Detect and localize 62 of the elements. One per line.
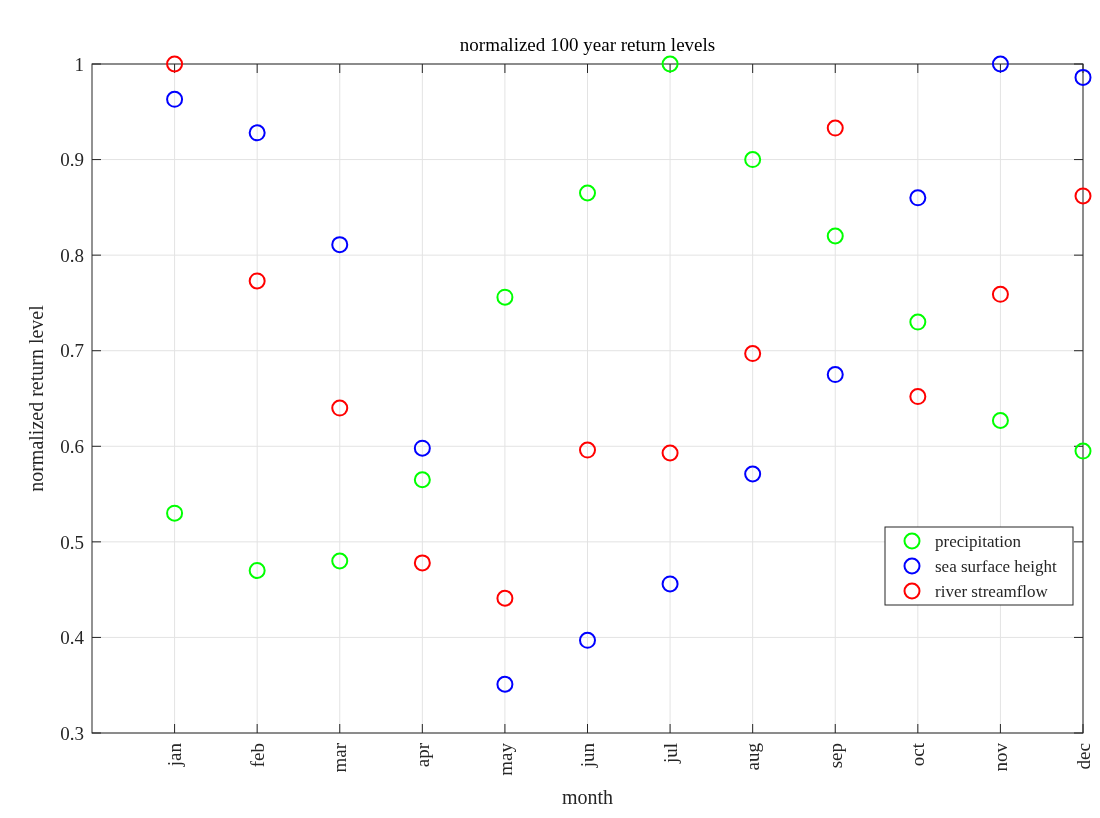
point bbox=[579, 631, 596, 649]
x-tick-label: apr bbox=[411, 742, 433, 768]
y-tick-label: 0.9 bbox=[60, 149, 84, 171]
point bbox=[909, 388, 927, 406]
point bbox=[496, 589, 514, 607]
x-tick-label: nov bbox=[990, 742, 1012, 772]
point bbox=[1074, 68, 1092, 86]
y-axis-title: normalized return level bbox=[25, 304, 47, 492]
x-tick-label: feb bbox=[246, 743, 268, 768]
point bbox=[826, 227, 844, 245]
x-tick-label: mar bbox=[329, 742, 351, 773]
legend-label: precipitation bbox=[935, 531, 1022, 551]
point bbox=[661, 575, 679, 593]
point bbox=[166, 55, 184, 73]
point bbox=[1074, 442, 1092, 460]
x-tick-label: jan bbox=[164, 742, 186, 768]
point bbox=[909, 313, 927, 331]
point bbox=[248, 272, 266, 290]
x-tick-label: sep bbox=[824, 743, 846, 769]
chart-title: normalized 100 year return levels bbox=[459, 34, 716, 55]
point bbox=[991, 412, 1009, 429]
y-tick-label: 0.3 bbox=[60, 722, 84, 744]
y-tick-label: 0.4 bbox=[60, 627, 85, 649]
point bbox=[744, 151, 762, 169]
point bbox=[413, 471, 431, 489]
point bbox=[661, 444, 679, 462]
point bbox=[413, 554, 431, 572]
y-tick-label: 0.8 bbox=[60, 244, 84, 266]
point bbox=[826, 366, 844, 384]
point bbox=[991, 55, 1009, 73]
point bbox=[826, 119, 844, 137]
x-tick-label: jun bbox=[577, 742, 599, 769]
point bbox=[744, 465, 762, 483]
point bbox=[909, 189, 927, 207]
point bbox=[496, 288, 514, 306]
x-tick-label: aug bbox=[742, 742, 764, 771]
point bbox=[496, 675, 514, 693]
legend-label: sea surface height bbox=[935, 556, 1058, 576]
x-axis-title: month bbox=[561, 786, 614, 808]
x-tick-label: may bbox=[494, 742, 516, 776]
point bbox=[166, 504, 184, 522]
point bbox=[1074, 187, 1092, 205]
point bbox=[331, 552, 349, 570]
point bbox=[579, 184, 596, 202]
point bbox=[331, 399, 349, 417]
y-tick-label: 1 bbox=[74, 53, 84, 75]
legend-label: river streamflow bbox=[935, 581, 1049, 601]
y-tick-label: 0.6 bbox=[60, 435, 84, 457]
y-tick-label: 0.7 bbox=[60, 340, 84, 362]
point bbox=[248, 124, 266, 142]
point bbox=[661, 55, 679, 73]
point bbox=[991, 285, 1009, 303]
x-tick-label: dec bbox=[1072, 743, 1094, 770]
point bbox=[166, 90, 184, 108]
point bbox=[331, 236, 349, 254]
x-tick-label: jul bbox=[659, 743, 681, 765]
point bbox=[579, 441, 596, 459]
x-tick-label: oct bbox=[907, 742, 929, 767]
point bbox=[744, 345, 762, 363]
y-tick-label: 0.5 bbox=[60, 531, 84, 553]
point bbox=[248, 562, 266, 580]
point bbox=[413, 439, 431, 457]
